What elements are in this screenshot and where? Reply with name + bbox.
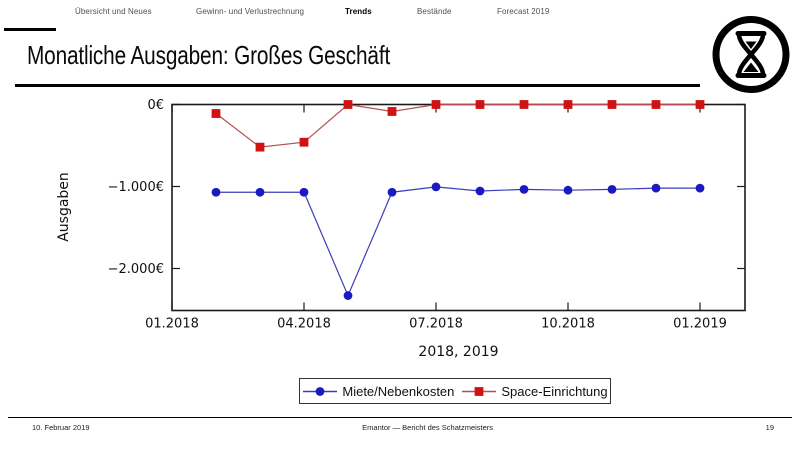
plot-frame bbox=[171, 103, 746, 312]
title-accent-bar bbox=[4, 28, 56, 31]
legend-label: Miete/Nebenkosten bbox=[342, 383, 455, 399]
y-tick-label: 0€ bbox=[147, 98, 164, 113]
title-underline bbox=[15, 84, 700, 87]
legend-label: Space-Einrichtung bbox=[501, 383, 608, 399]
legend-item-miete-nebenkosten: Miete/Nebenkosten bbox=[302, 384, 454, 399]
data-point bbox=[563, 100, 573, 109]
data-point bbox=[695, 183, 705, 193]
data-point bbox=[651, 100, 661, 109]
data-point bbox=[431, 100, 441, 109]
x-axis-title: 2018, 2019 bbox=[418, 344, 498, 360]
data-point bbox=[475, 100, 485, 109]
data-point bbox=[519, 184, 529, 194]
data-point bbox=[343, 100, 353, 109]
series-line-circle bbox=[216, 186, 700, 298]
data-point bbox=[431, 182, 441, 192]
data-point bbox=[343, 291, 353, 300]
nav-item-uebersicht[interactable]: Übersicht und Neues bbox=[75, 7, 152, 16]
nav-item-forecast[interactable]: Forecast 2019 bbox=[497, 7, 550, 16]
blue-circle-line-marker-icon bbox=[303, 386, 338, 396]
data-point bbox=[299, 137, 309, 147]
chart-legend: Miete/Nebenkosten Space-Einrichtung bbox=[299, 378, 611, 404]
red-square-line-marker-icon bbox=[462, 386, 497, 396]
data-point bbox=[255, 187, 265, 197]
data-point bbox=[651, 183, 661, 193]
data-point bbox=[607, 184, 617, 194]
data-point bbox=[387, 107, 397, 116]
data-point bbox=[695, 100, 705, 109]
footer-author-title: Emantor — Bericht des Schatzmeisters bbox=[362, 423, 494, 432]
y-axis-title: Ausgaben bbox=[56, 172, 72, 242]
data-point bbox=[607, 100, 617, 109]
data-point bbox=[255, 142, 265, 152]
nav-item-gewinn-verlust[interactable]: Gewinn- und Verlustrechnung bbox=[196, 7, 305, 16]
slide-title: Monatliche Ausgaben: Großes Geschäft bbox=[27, 40, 391, 70]
y-tick-label: −1.000€ bbox=[108, 180, 164, 195]
data-point bbox=[519, 100, 529, 109]
data-point bbox=[387, 187, 397, 197]
nav-item-bestaende[interactable]: Bestände bbox=[417, 7, 452, 16]
hourglass-icon bbox=[712, 16, 790, 93]
slide-footer: 10. Februar 2019 Emantor — Bericht des S… bbox=[8, 417, 792, 432]
data-point bbox=[211, 187, 221, 197]
x-tick-label: 10.2018 bbox=[541, 317, 595, 332]
data-point bbox=[563, 185, 573, 195]
legend-item-space-einrichtung: Space-Einrichtung bbox=[461, 383, 608, 399]
x-tick-label: 01.2018 bbox=[145, 317, 199, 332]
series-line-square bbox=[215, 103, 700, 148]
y-tick-label: −2.000€ bbox=[108, 262, 164, 277]
nav-item-trends[interactable]: Trends bbox=[345, 7, 372, 16]
data-point bbox=[299, 187, 309, 197]
footer-date: 10. Februar 2019 bbox=[32, 423, 90, 432]
footer-page-number: 19 bbox=[765, 423, 774, 432]
x-tick-label: 04.2018 bbox=[277, 317, 331, 332]
x-tick-label: 01.2019 bbox=[673, 317, 727, 332]
data-point bbox=[475, 186, 485, 196]
data-point bbox=[211, 109, 221, 118]
x-tick-label: 07.2018 bbox=[409, 317, 463, 332]
